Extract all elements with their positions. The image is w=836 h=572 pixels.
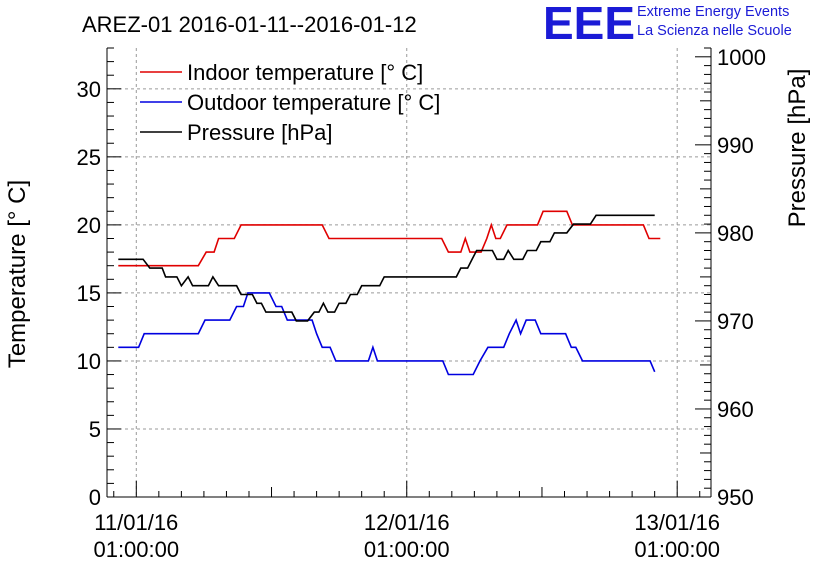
bottom-tick-label-date-1: 12/01/16	[364, 510, 450, 535]
left-tick-label-3: 15	[77, 281, 101, 306]
right-tick-label-5: 1000	[717, 45, 766, 70]
left-tick-label-6: 30	[77, 77, 101, 102]
right-tick-label-1: 960	[717, 397, 754, 422]
series-line-0	[118, 210, 661, 267]
y2-axis-label: Pressure [hPa]	[784, 69, 811, 228]
eee-tagline-line2: La Scienza nelle Scuole	[637, 23, 792, 39]
right-tick-label-3: 980	[717, 221, 754, 246]
bottom-axis-ticks: 11/01/1601:00:0012/01/1601:00:0013/01/16…	[93, 481, 720, 562]
series-line-2	[118, 214, 655, 322]
eee-tagline: Extreme Energy Events La Scienza nelle S…	[637, 3, 792, 41]
bottom-tick-label-time-0: 01:00:00	[93, 537, 179, 562]
right-tick-label-4: 990	[717, 133, 754, 158]
bottom-tick-label-date-2: 13/01/16	[634, 510, 720, 535]
legend: Indoor temperature [° C] Outdoor temperat…	[140, 60, 440, 145]
series-line-1	[118, 292, 656, 376]
bottom-tick-label-time-1: 01:00:00	[364, 537, 450, 562]
chart-title: AREZ-01 2016-01-11--2016-01-12	[82, 12, 417, 37]
left-tick-label-5: 25	[77, 145, 101, 170]
left-axis-ticks: 0 5 10 15 20 25 30	[77, 47, 121, 510]
grid	[107, 48, 711, 497]
left-tick-label-2: 10	[77, 349, 101, 374]
eee-logo-letters: EEE	[543, 0, 635, 44]
y-axis-label: Temperature [° C]	[4, 180, 31, 368]
left-tick-label-4: 20	[77, 213, 101, 238]
right-axis-ticks: 950 960 970 980 990 1000	[695, 45, 766, 510]
bottom-tick-label-time-2: 01:00:00	[634, 537, 720, 562]
right-tick-label-0: 950	[717, 485, 754, 510]
legend-label-1: Outdoor temperature [° C]	[187, 90, 440, 115]
bottom-tick-label-date-0: 11/01/16	[94, 510, 178, 535]
axes	[106, 48, 712, 498]
legend-label-0: Indoor temperature [° C]	[187, 60, 423, 85]
eee-logo-icon: EEE	[543, 0, 635, 44]
left-tick-label-1: 5	[89, 417, 101, 442]
left-tick-label-0: 0	[89, 485, 101, 510]
legend-label-2: Pressure [hPa]	[187, 120, 333, 145]
eee-tagline-line1: Extreme Energy Events	[637, 4, 790, 20]
series-group	[118, 210, 661, 376]
right-tick-label-2: 970	[717, 309, 754, 334]
